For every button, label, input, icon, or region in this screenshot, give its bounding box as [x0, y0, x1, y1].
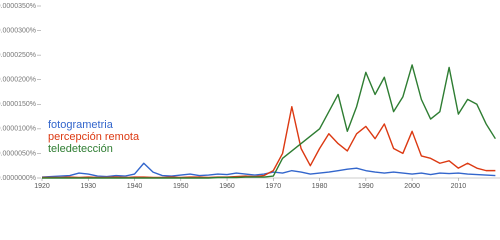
- legend-entry: fotogrametria: [48, 119, 114, 131]
- y-tick-label: 0.0000200%: [0, 77, 36, 84]
- y-tick-label: 0.0000350%: [0, 3, 36, 10]
- x-tick-label: 2000: [404, 183, 420, 190]
- y-tick-label: 0.0000250%: [0, 52, 36, 59]
- chart: 0.0000000% 0.0000050% 0.0000100% 0.0000150%…: [0, 3, 500, 190]
- series-line: [42, 64, 496, 179]
- series-line: [42, 106, 496, 179]
- y-tick-label: 0.0000150%: [0, 101, 36, 108]
- y-tick-label: 0.0000300%: [0, 27, 36, 34]
- y-tick-label: 0.0000050%: [0, 150, 36, 157]
- y-tick-label: 0.0000000%: [0, 175, 36, 182]
- x-tick-label: 1960: [219, 183, 235, 190]
- x-tick-label: 1920: [34, 183, 50, 190]
- x-tick-label: 1950: [173, 183, 189, 190]
- x-tick-label: 1980: [312, 183, 328, 190]
- legend-entry: percepción remota: [48, 131, 140, 143]
- x-tick-label: 1990: [358, 183, 374, 190]
- x-tick-label: 2010: [451, 183, 467, 190]
- x-tick-label: 1940: [127, 183, 143, 190]
- series-line: [41, 162, 496, 178]
- y-tick-label: 0.0000100%: [0, 126, 36, 133]
- legend-entry: teledetección: [48, 143, 113, 155]
- x-tick-label: 1970: [266, 183, 282, 190]
- x-tick-label: 1930: [80, 183, 96, 190]
